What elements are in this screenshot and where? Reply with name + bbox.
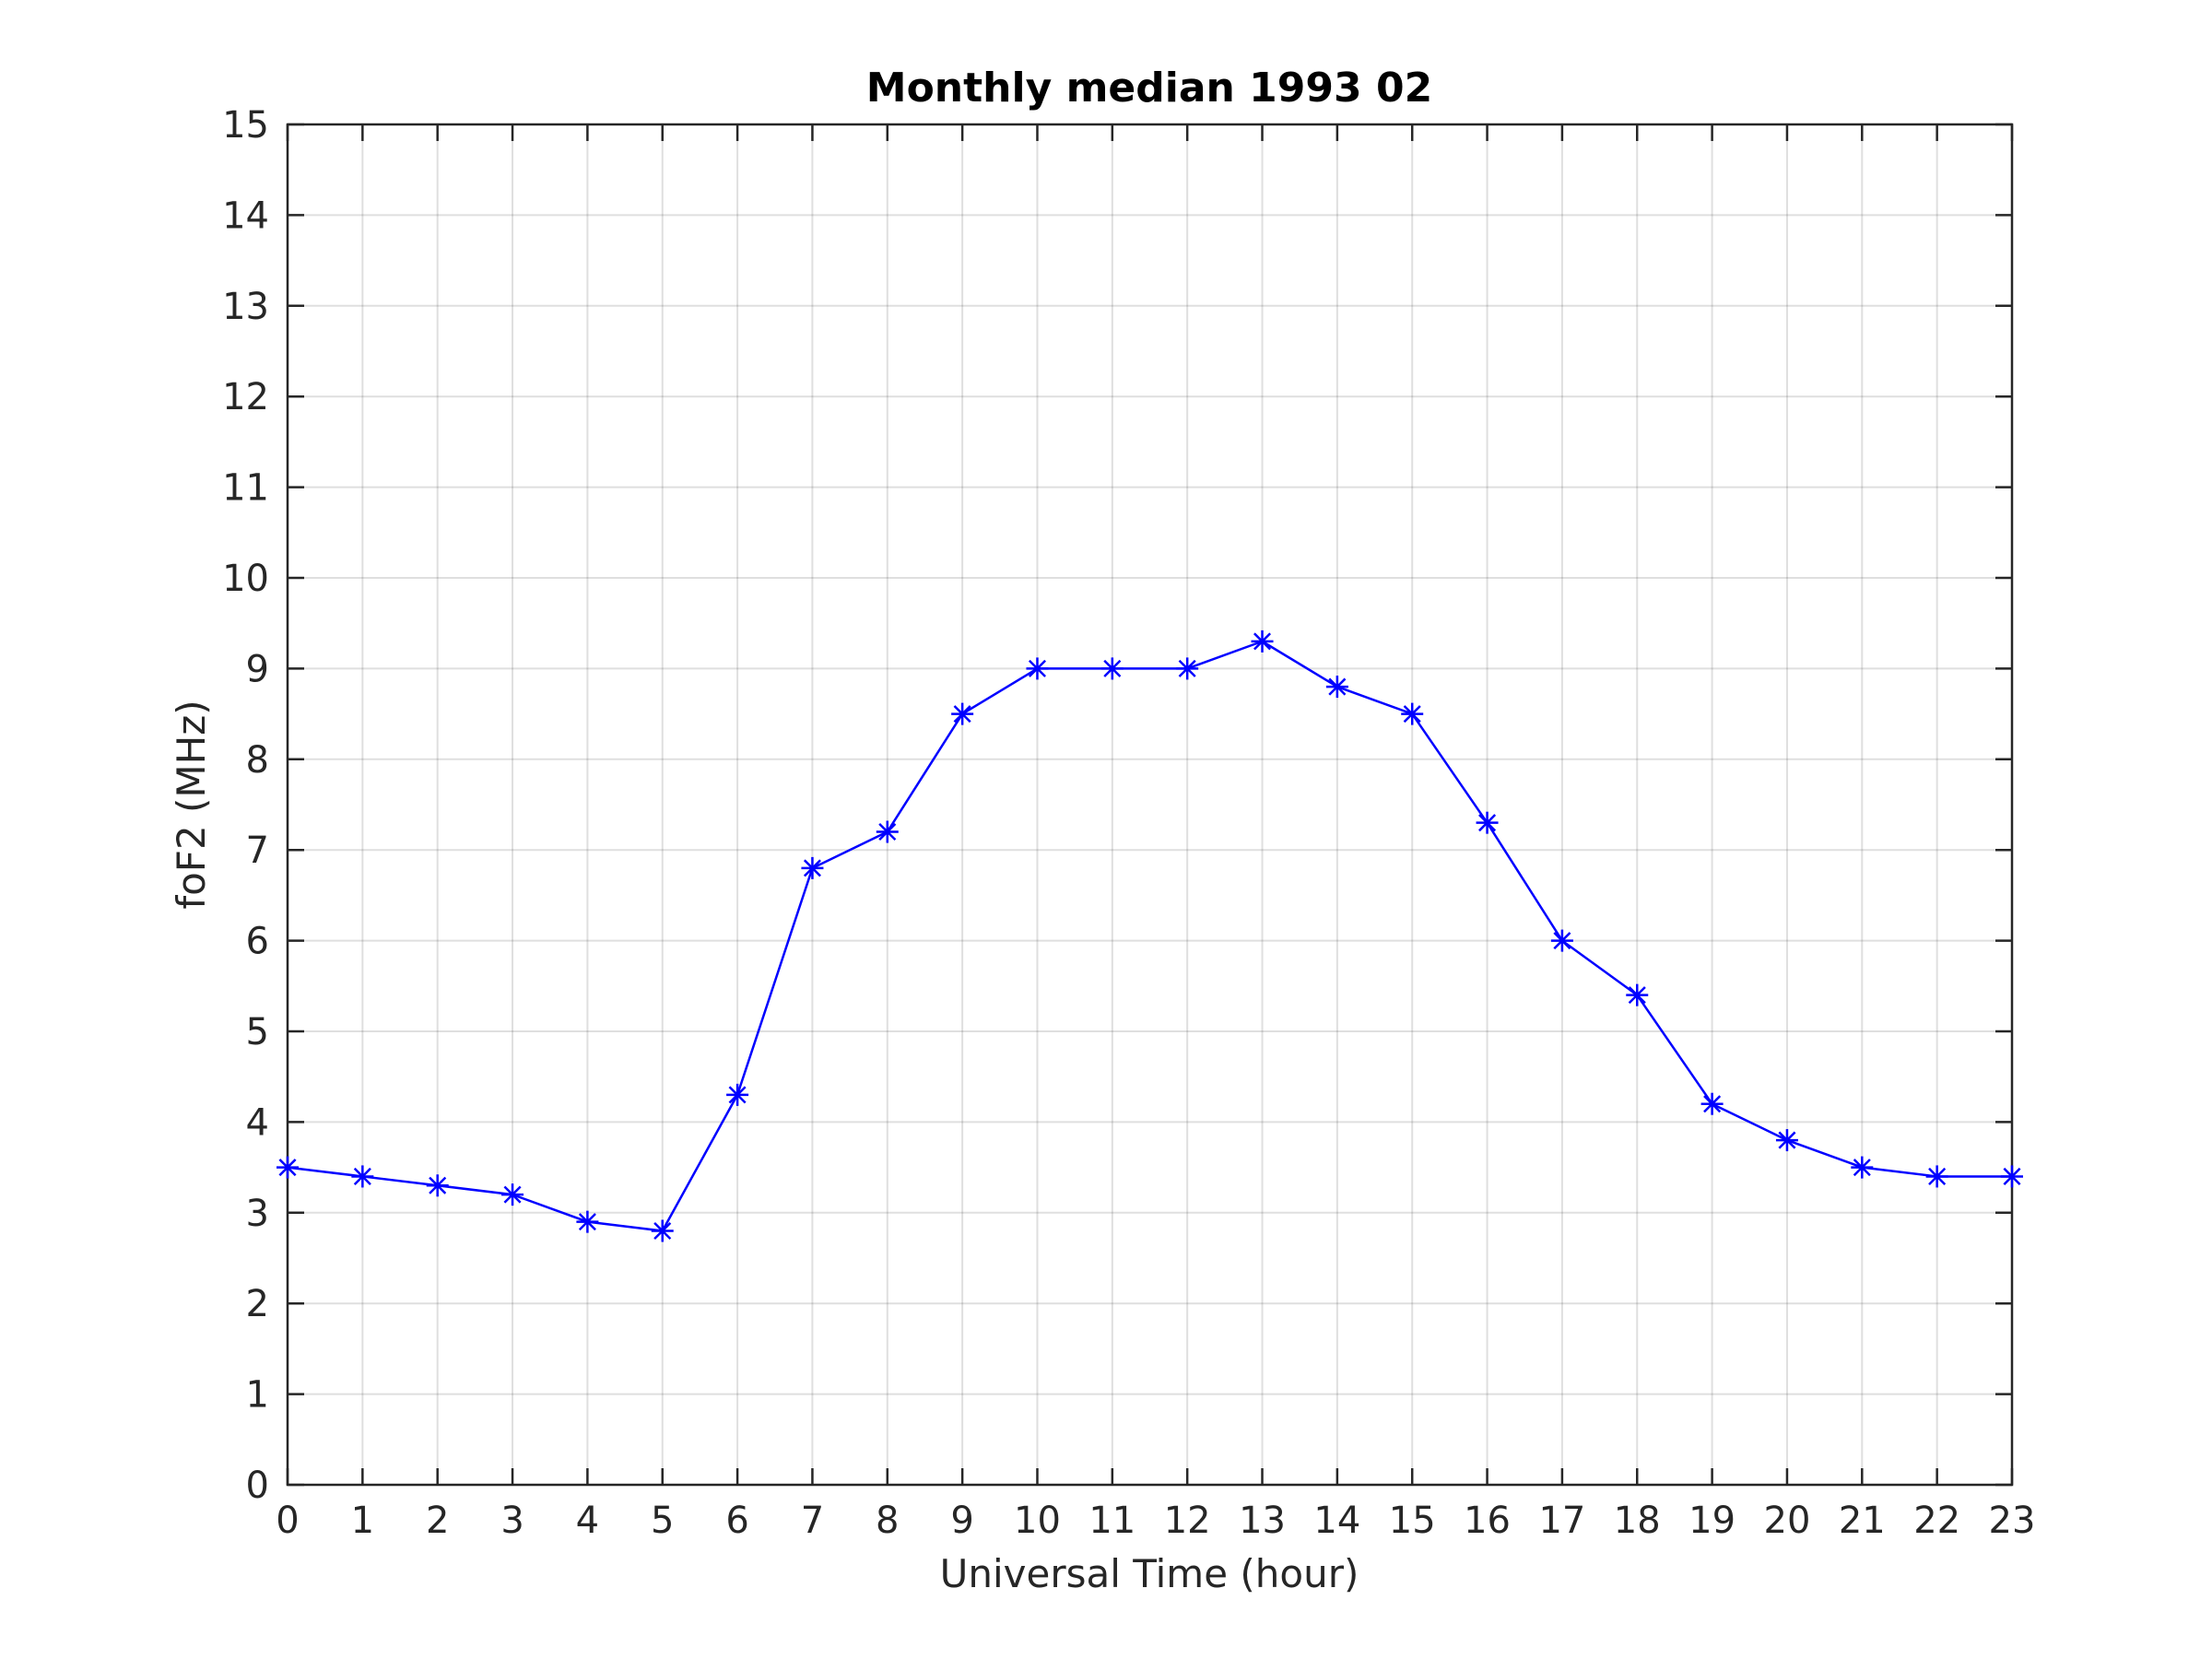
x-tick-label: 12 (1164, 1500, 1211, 1542)
y-tick-label: 5 (246, 1011, 269, 1053)
data-point (1550, 929, 1573, 952)
data-point (876, 820, 899, 843)
y-tick-label: 3 (246, 1193, 269, 1235)
y-tick-label: 4 (246, 1101, 269, 1144)
x-tick-label: 21 (1839, 1500, 1886, 1542)
y-tick-label: 7 (246, 830, 269, 872)
x-tick-label: 16 (1464, 1500, 1511, 1542)
data-point (1476, 811, 1499, 834)
y-tick-label: 1 (246, 1374, 269, 1417)
y-axis-label: foF2 (MHz) (169, 700, 214, 909)
chart-title: Monthly median 1993 02 (866, 65, 1432, 112)
y-tick-label: 14 (222, 194, 269, 237)
x-tick-label: 14 (1313, 1500, 1360, 1542)
x-tick-label: 3 (500, 1500, 524, 1542)
data-point (801, 856, 824, 879)
x-tick-label: 18 (1614, 1500, 1661, 1542)
x-tick-label: 23 (1989, 1500, 2036, 1542)
y-tick-label: 12 (222, 376, 269, 418)
data-point (1925, 1165, 1948, 1188)
data-point (951, 702, 974, 725)
series (276, 629, 2023, 1242)
y-tick-label: 6 (246, 921, 269, 963)
x-tick-label: 5 (651, 1500, 674, 1542)
y-tick-label: 9 (246, 648, 269, 690)
data-point (576, 1210, 599, 1233)
y-tick-label: 15 (222, 104, 269, 147)
y-tick-label: 8 (246, 739, 269, 782)
data-point (726, 1083, 749, 1106)
data-point (276, 1156, 299, 1179)
data-point (1026, 657, 1049, 680)
data-point (651, 1219, 674, 1242)
series-line (287, 640, 2012, 1232)
x-tick-label: 0 (276, 1500, 299, 1542)
y-tick-label: 11 (222, 467, 269, 510)
data-point (1325, 676, 1348, 699)
y-tick-label: 2 (246, 1283, 269, 1325)
plot-background (288, 124, 2012, 1485)
y-tick-label: 13 (222, 286, 269, 328)
plot-frame (286, 123, 2014, 1487)
x-axis-label: Universal Time (hour) (940, 1551, 1359, 1596)
x-tick-label: 9 (950, 1500, 973, 1542)
x-tick-labels: 0 1 2 3 4 5 6 7 8 9 10 11 12 13 14 15 16 17 18 19 20 21 22 23 (276, 1500, 2035, 1542)
x-tick-label: 11 (1088, 1500, 1135, 1542)
data-point (1100, 657, 1124, 680)
data-point (2001, 1165, 2023, 1188)
x-tick-label: 1 (351, 1500, 374, 1542)
data-point (1626, 983, 1649, 1006)
data-point (1700, 1092, 1724, 1115)
y-tick-label: 10 (222, 558, 269, 600)
data-point (1251, 629, 1274, 653)
x-tick-label: 22 (1913, 1500, 1960, 1542)
x-tick-label: 7 (801, 1500, 824, 1542)
data-point (1401, 702, 1424, 725)
x-tick-label: 2 (426, 1500, 449, 1542)
data-point (1851, 1156, 1874, 1179)
data-point (351, 1165, 374, 1188)
x-tick-label: 4 (576, 1500, 599, 1542)
data-point (501, 1183, 524, 1206)
x-tick-label: 13 (1239, 1500, 1286, 1542)
x-tick-label: 19 (1688, 1500, 1735, 1542)
data-point (426, 1174, 449, 1197)
x-tick-label: 15 (1389, 1500, 1436, 1542)
x-tick-label: 8 (876, 1500, 899, 1542)
data-point (1176, 657, 1199, 680)
y-tick-label: 0 (246, 1465, 269, 1507)
x-tick-label: 17 (1538, 1500, 1585, 1542)
data-point (1775, 1129, 1798, 1152)
x-tick-label: 20 (1764, 1500, 1811, 1542)
x-tick-label: 10 (1014, 1500, 1061, 1542)
x-tick-label: 6 (725, 1500, 748, 1542)
